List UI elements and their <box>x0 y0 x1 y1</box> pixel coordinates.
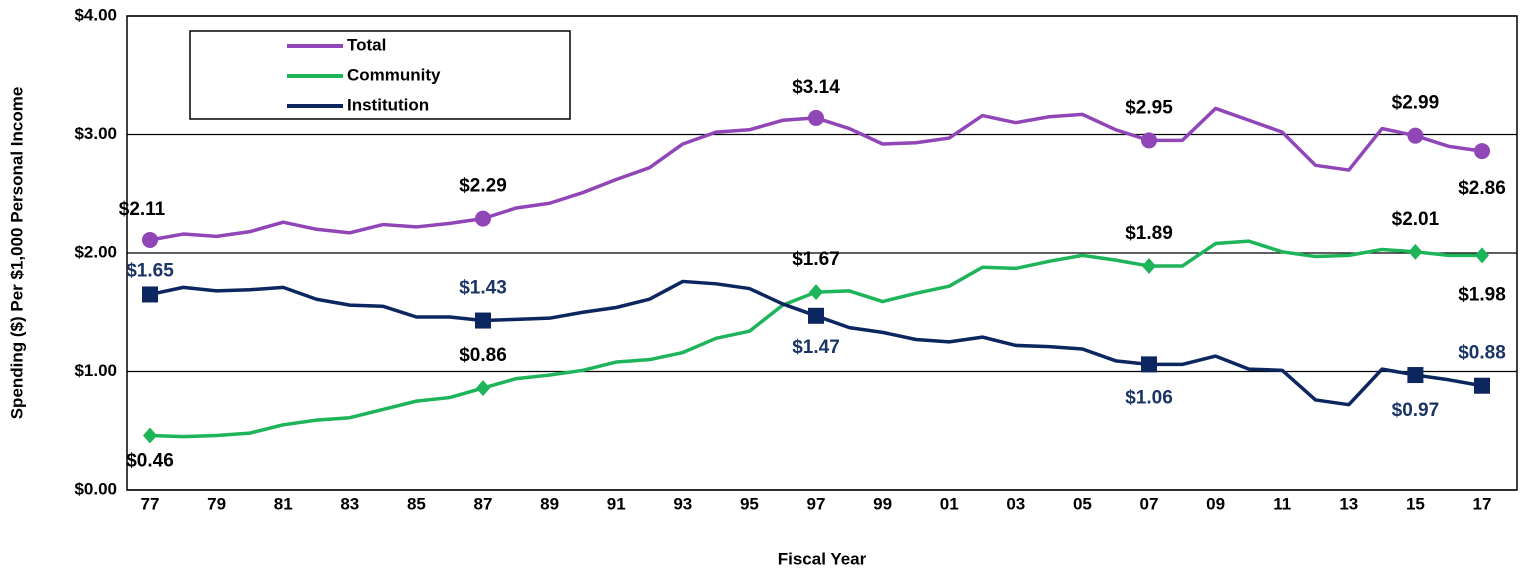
y-tick-label: $4.00 <box>74 5 117 24</box>
legend-label: Total <box>347 35 386 54</box>
x-tick-label: 07 <box>1140 494 1159 513</box>
legend-label: Institution <box>347 95 429 114</box>
x-tick-label: 77 <box>141 494 160 513</box>
data-label: $2.01 <box>1392 209 1440 230</box>
x-tick-label: 05 <box>1073 494 1092 513</box>
x-tick-label: 97 <box>807 494 826 513</box>
marker <box>142 286 158 303</box>
y-tick-label: $1.00 <box>74 361 117 380</box>
marker <box>1407 127 1424 144</box>
data-label: $0.86 <box>459 345 507 366</box>
x-tick-label: 79 <box>207 494 226 513</box>
plot-border <box>126 15 1518 491</box>
data-label: $1.65 <box>126 260 174 281</box>
y-axis-label: Spending ($) Per $1,000 Personal Income <box>7 87 26 420</box>
data-label: $2.99 <box>1392 93 1440 114</box>
marker <box>1142 258 1156 275</box>
x-tick-label: 87 <box>474 494 493 513</box>
y-tick-label: $2.00 <box>74 242 117 261</box>
data-label: $3.14 <box>792 77 840 98</box>
x-tick-label: 83 <box>340 494 359 513</box>
data-label: $1.06 <box>1125 387 1173 408</box>
data-label: $1.67 <box>792 249 840 270</box>
data-label: $0.88 <box>1458 343 1506 364</box>
x-tick-label: 89 <box>540 494 559 513</box>
data-label: $2.95 <box>1125 97 1173 118</box>
data-label: $1.89 <box>1125 223 1173 244</box>
marker <box>1141 356 1157 373</box>
x-tick-label: 93 <box>673 494 692 513</box>
marker <box>1474 377 1490 394</box>
data-label: $0.46 <box>126 451 174 472</box>
x-axis-label: Fiscal Year <box>778 549 867 568</box>
data-label: $1.98 <box>1458 284 1506 305</box>
marker <box>1407 367 1424 384</box>
data-label: $1.43 <box>459 278 507 299</box>
marker <box>475 210 491 227</box>
x-tick-label: 03 <box>1006 494 1025 513</box>
x-tick-label: 99 <box>873 494 892 513</box>
marker <box>1408 243 1423 260</box>
data-label: $2.29 <box>459 176 507 197</box>
marker <box>143 427 157 444</box>
marker <box>809 284 823 301</box>
marker <box>475 312 491 329</box>
x-tick-label: 11 <box>1273 494 1291 513</box>
marker <box>476 380 490 397</box>
marker <box>142 231 158 248</box>
x-tick-label: 91 <box>607 494 626 513</box>
legend-box <box>189 30 571 120</box>
legend-label: Community <box>347 65 441 84</box>
marker <box>808 307 824 324</box>
x-tick-label: 95 <box>740 494 759 513</box>
x-tick-label: 17 <box>1473 494 1492 513</box>
x-tick-label: 09 <box>1206 494 1225 513</box>
x-tick-label: 15 <box>1406 494 1425 513</box>
x-tick-label: 85 <box>407 494 426 513</box>
y-tick-label: $3.00 <box>74 124 117 143</box>
data-label: $2.86 <box>1458 178 1506 199</box>
data-label: $1.47 <box>792 337 840 358</box>
y-tick-label: $0.00 <box>74 479 117 498</box>
data-label: $0.97 <box>1392 400 1440 421</box>
x-tick-label: 01 <box>940 494 959 513</box>
x-tick-label: 13 <box>1339 494 1358 513</box>
marker <box>1475 247 1489 264</box>
marker <box>808 109 824 126</box>
x-tick-label: 81 <box>274 494 293 513</box>
marker <box>1141 132 1157 149</box>
data-label: $2.11 <box>119 199 166 220</box>
marker <box>1474 143 1490 160</box>
